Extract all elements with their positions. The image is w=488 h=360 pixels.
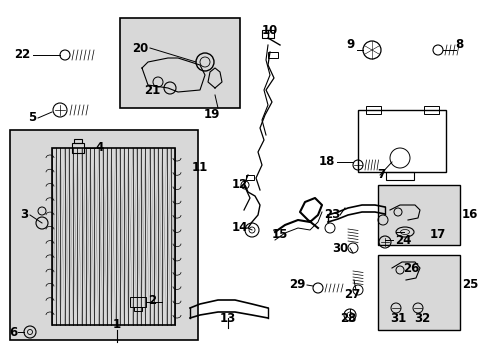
Bar <box>357 110 445 172</box>
Bar <box>262 30 273 38</box>
Text: 15: 15 <box>271 229 287 242</box>
Text: 18: 18 <box>318 156 334 168</box>
Text: 2: 2 <box>148 293 156 306</box>
Bar <box>10 130 198 340</box>
Text: 22: 22 <box>14 49 30 62</box>
Bar <box>120 18 240 108</box>
Text: 5: 5 <box>28 112 36 125</box>
Text: 9: 9 <box>346 39 354 51</box>
Polygon shape <box>142 58 204 92</box>
Bar <box>134 307 142 311</box>
Text: 21: 21 <box>143 84 160 96</box>
Text: 27: 27 <box>343 288 359 301</box>
Text: 25: 25 <box>461 279 477 292</box>
Text: 17: 17 <box>429 229 446 242</box>
Bar <box>377 185 459 245</box>
Bar <box>365 106 380 114</box>
Text: 32: 32 <box>413 311 429 324</box>
Text: 8: 8 <box>454 39 462 51</box>
Bar <box>52 148 175 325</box>
Text: 31: 31 <box>389 311 406 324</box>
Text: 24: 24 <box>394 234 410 247</box>
Text: 28: 28 <box>339 311 355 324</box>
Text: 13: 13 <box>220 311 236 324</box>
Text: 4: 4 <box>95 141 103 154</box>
Bar <box>74 139 82 143</box>
Text: 12: 12 <box>231 179 247 192</box>
Text: 6: 6 <box>10 325 18 338</box>
Text: 1: 1 <box>113 319 121 332</box>
Text: 30: 30 <box>331 242 347 255</box>
Text: 26: 26 <box>403 261 419 274</box>
Text: 16: 16 <box>461 208 477 221</box>
Bar <box>423 106 438 114</box>
Bar <box>130 297 146 307</box>
Text: 19: 19 <box>203 108 220 121</box>
Text: 10: 10 <box>262 23 278 36</box>
Bar <box>385 172 413 180</box>
Text: 7: 7 <box>376 168 384 181</box>
Bar <box>72 143 84 153</box>
Text: 14: 14 <box>231 221 247 234</box>
Text: 11: 11 <box>191 162 207 175</box>
Text: 20: 20 <box>131 41 148 54</box>
Text: 23: 23 <box>323 208 339 221</box>
Bar <box>267 52 278 58</box>
Text: 29: 29 <box>288 279 305 292</box>
Bar <box>377 255 459 330</box>
Text: 3: 3 <box>20 208 28 221</box>
Bar <box>245 175 253 180</box>
